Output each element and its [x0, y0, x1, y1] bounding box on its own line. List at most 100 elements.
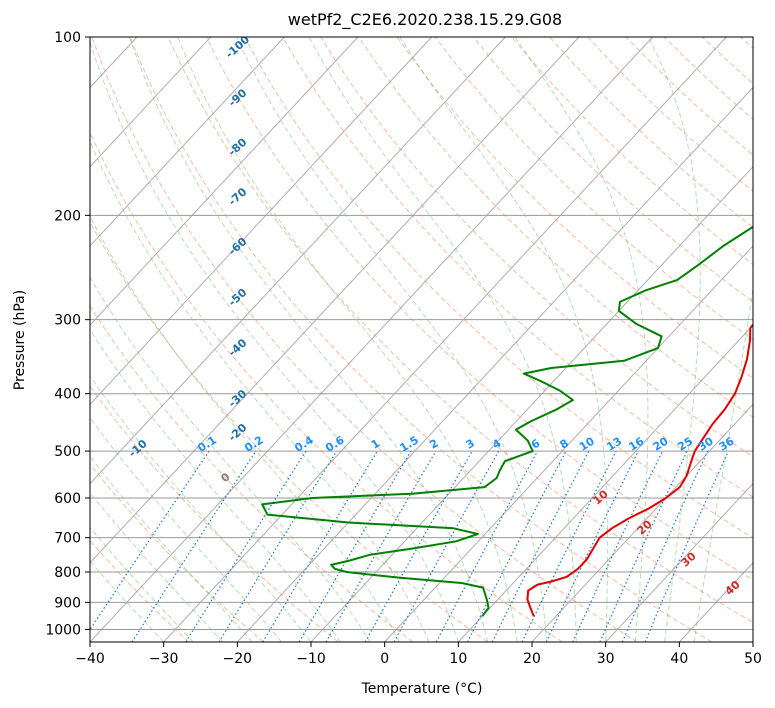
- mixing-ratio-line: [521, 450, 617, 642]
- plot-area: 0.1 0.2 0.4 0.6 1 1.5 2 3 4 6 8 10 13 16 20 25 30 36-100-…: [90, 37, 753, 642]
- y-tick-label: 1000: [45, 622, 81, 638]
- x-tick-label: 30: [597, 651, 615, 667]
- dry-adiabat: [473, 37, 753, 303]
- dry-adiabat: [320, 37, 753, 458]
- x-tick-label: 50: [744, 651, 762, 667]
- chart-title: wetPf2_C2E6.2020.238.15.29.G08: [288, 10, 562, 30]
- dry-adiabat: [244, 37, 753, 539]
- x-axis-label: Temperature (°C): [361, 681, 483, 697]
- y-axis-label: Pressure (hPa): [12, 290, 28, 390]
- mixing-ratio-label: 1.5: [398, 433, 421, 454]
- dry-adiabat: [91, 37, 638, 642]
- line-labels: 0.1 0.2 0.4 0.6 1 1.5 2 3 4 6 8 10 13 16 20 25 30 36-100-…: [126, 37, 743, 598]
- moist-adiabat: [90, 215, 400, 642]
- isotherm: [90, 37, 506, 485]
- dry-adiabat-label: -40: [226, 336, 250, 359]
- mixing-ratio-line: [599, 450, 688, 642]
- isotherm: [90, 37, 654, 642]
- moist-adiabat: [90, 276, 371, 642]
- dry-adiabat: [90, 221, 488, 642]
- mixing-ratio-lines: [90, 450, 729, 642]
- isotherm: [90, 37, 359, 326]
- isotherm: [605, 482, 753, 642]
- mixing-ratio-line: [218, 450, 338, 642]
- isotherm: [90, 37, 580, 564]
- moist-adiabat: [90, 140, 430, 642]
- mixing-ratio-line: [131, 450, 257, 642]
- moist-adiabat-label: 40: [723, 578, 743, 598]
- y-tick-label: 300: [54, 313, 81, 329]
- isotherm: [163, 37, 727, 642]
- isobars: [90, 37, 753, 630]
- moist-adiabat: [399, 37, 609, 642]
- dry-adiabat: [90, 540, 190, 642]
- moist-adiabat-label: 30: [679, 549, 699, 569]
- y-tick-label: 600: [54, 491, 81, 507]
- dewpoint-line: [261, 225, 753, 617]
- y-tick-label: 200: [54, 208, 81, 224]
- x-tick-label: −40: [75, 651, 105, 667]
- moist-adiabat: [308, 37, 577, 642]
- isotherm: [752, 641, 753, 642]
- moist-adiabat: [90, 455, 253, 642]
- dry-adiabat: [701, 37, 753, 85]
- dry-adiabat-label: -30: [226, 387, 250, 410]
- isotherm: [678, 562, 753, 642]
- x-tick-label: −10: [296, 651, 326, 667]
- y-tick-label: 900: [54, 595, 81, 611]
- mixing-ratio-label: 0.1: [195, 433, 218, 454]
- moist-adiabat: [235, 37, 548, 642]
- isotherms: [90, 37, 753, 642]
- dry-adiabat-label: -90: [226, 86, 250, 109]
- dry-adiabat: [511, 37, 753, 266]
- isotherm: [90, 37, 285, 247]
- x-tick-label: 20: [523, 651, 541, 667]
- moist-adiabat: [90, 492, 223, 642]
- moist-adiabat: [90, 375, 312, 642]
- isotherm: [90, 37, 433, 406]
- moist-adiabat: [90, 40, 459, 642]
- moist-adiabat: [514, 37, 649, 642]
- moist-adiabat-label: 20: [635, 517, 655, 537]
- dry-adiabat: [396, 37, 753, 379]
- moist-adiabat-label: 10: [591, 487, 611, 507]
- y-tick-label: 500: [54, 444, 81, 460]
- mixing-ratio-line: [644, 450, 729, 642]
- isotherm: [531, 403, 753, 642]
- sounding-series: [261, 225, 753, 617]
- moist-adiabat: [177, 37, 518, 642]
- moist-adiabat: [693, 284, 753, 642]
- x-tick-label: 10: [449, 651, 467, 667]
- dry-adiabat: [434, 37, 753, 341]
- mixing-ratio-line: [393, 450, 500, 642]
- moist-adiabat: [90, 526, 194, 642]
- isotherm: [90, 37, 212, 168]
- dry-adiabat: [90, 131, 563, 642]
- moist-adiabats: [90, 37, 753, 642]
- moist-adiabat: [648, 37, 701, 642]
- plot-frame: [89, 36, 754, 643]
- dry-adiabat: [358, 37, 753, 418]
- mixing-ratio-line: [621, 450, 709, 642]
- y-tick-label: 400: [54, 387, 81, 403]
- moist-adiabat: [90, 560, 165, 642]
- mixing-ratio-label: 3: [464, 437, 477, 452]
- y-tick-label: 800: [54, 565, 81, 581]
- mixing-ratio-line: [364, 450, 473, 642]
- y-tick-label: 700: [54, 531, 81, 547]
- dry-adiabat: [90, 305, 414, 642]
- x-tick-label: −30: [149, 651, 179, 667]
- x-axis: −40 −30 −20 −10 0 10 20 30 40 50: [75, 642, 762, 667]
- dry-adiabat: [90, 463, 264, 642]
- mixing-ratio-line: [90, 450, 210, 631]
- mixing-ratio-label: 4: [490, 436, 504, 451]
- dry-adiabat-label: -70: [226, 185, 250, 208]
- x-tick-label: −20: [223, 651, 253, 667]
- moist-adiabat: [90, 328, 341, 642]
- moist-adiabat: [128, 37, 489, 642]
- mixing-ratio-line: [298, 450, 412, 642]
- y-axis: 100 200 300 400 500 600 700 800 900 1000: [45, 30, 90, 638]
- x-tick-label: 40: [670, 651, 688, 667]
- dry-adiabat-label: -50: [226, 286, 250, 309]
